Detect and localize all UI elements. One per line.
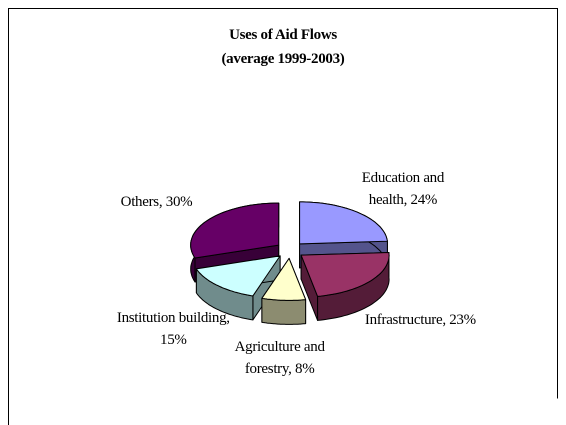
data-label: Education and health, 24% — [361, 169, 445, 208]
slice — [300, 252, 390, 297]
slice — [195, 255, 281, 297]
data-label: Institution building, 15% — [116, 310, 230, 349]
data-label: Agriculture and forestry, 8% — [234, 338, 325, 377]
data-label: Infrastructure, 23% — [364, 312, 476, 329]
slice — [299, 201, 388, 245]
chart-title: Uses of Aid Flows — [229, 27, 337, 43]
slice-wall — [261, 297, 307, 325]
data-label: Others, 30% — [120, 194, 193, 211]
slice — [190, 202, 280, 259]
chart-subtitle: (average 1999-2003) — [221, 51, 345, 67]
frame — [8, 8, 558, 425]
slice — [261, 257, 307, 301]
